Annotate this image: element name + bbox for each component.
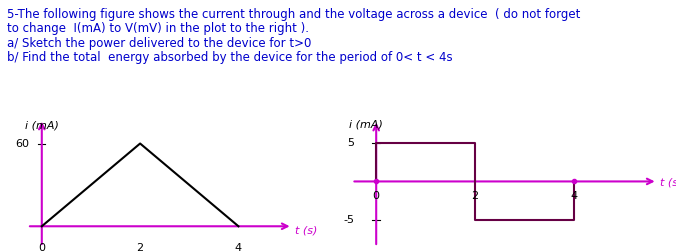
- Text: to change  I(mA) to V(mV) in the plot to the right ).: to change I(mA) to V(mV) in the plot to …: [7, 22, 309, 35]
- Text: 4: 4: [570, 192, 577, 201]
- Text: 60: 60: [16, 139, 30, 148]
- Text: 0: 0: [39, 243, 45, 252]
- Text: -5: -5: [343, 215, 354, 225]
- Text: 0: 0: [372, 192, 380, 201]
- Text: 4: 4: [235, 243, 242, 252]
- Text: b/ Find the total  energy absorbed by the device for the period of 0< t < 4s: b/ Find the total energy absorbed by the…: [7, 51, 452, 65]
- Text: i (mA): i (mA): [349, 120, 383, 130]
- Text: t (s): t (s): [295, 225, 317, 235]
- Text: a/ Sketch the power delivered to the device for t>0: a/ Sketch the power delivered to the dev…: [7, 37, 311, 50]
- Text: 2: 2: [137, 243, 144, 252]
- Text: 2: 2: [471, 192, 479, 201]
- Text: i (mA): i (mA): [24, 120, 58, 130]
- Text: 5-The following figure shows the current through and the voltage across a device: 5-The following figure shows the current…: [7, 8, 580, 21]
- Text: 5: 5: [347, 138, 354, 148]
- Text: t (s): t (s): [660, 178, 676, 188]
